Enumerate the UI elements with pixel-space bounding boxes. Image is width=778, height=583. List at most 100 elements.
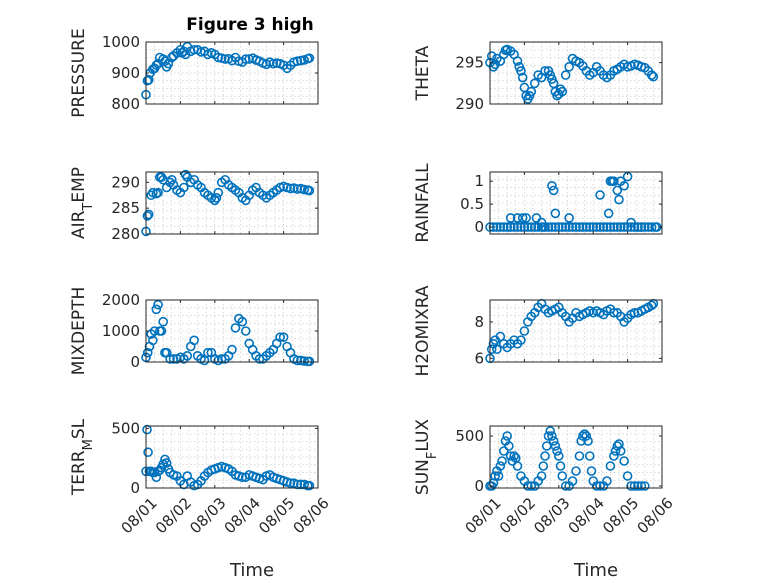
data-point (516, 66, 526, 76)
data-point (189, 335, 199, 346)
data-point (612, 185, 623, 196)
subplot-5: 0 1000 2000 MIXDEPTH (69, 287, 319, 376)
y-axis-label: AIRTEMP (69, 167, 96, 239)
data-point (502, 222, 513, 232)
data-point (536, 217, 547, 228)
subplot-2: 290 295 THETA (413, 41, 663, 113)
data-point (555, 84, 566, 94)
data-point (512, 461, 523, 471)
data-point (619, 180, 629, 191)
y-axis-label: H2OMIXRA (413, 285, 433, 376)
y-tick-label: 290 (455, 95, 484, 113)
data-point (581, 222, 592, 232)
axes-box (489, 425, 663, 489)
data-point (591, 222, 602, 232)
data-point (168, 354, 179, 364)
data-point (143, 209, 154, 220)
data-point (578, 431, 588, 441)
data-point (486, 51, 497, 61)
data-point (227, 344, 237, 355)
data-point (151, 304, 162, 315)
data-point (292, 184, 303, 194)
data-point (213, 187, 224, 198)
data-point (639, 222, 650, 232)
y-tick-label: 500 (111, 419, 140, 437)
data-point (538, 461, 549, 471)
data-point (567, 476, 578, 486)
x-tick-label: 08/03 (530, 494, 573, 537)
x-tick-label: 08/06 (289, 494, 332, 537)
data-point (543, 431, 554, 441)
data-point (586, 466, 597, 476)
data-point (548, 436, 559, 446)
subplot-4: 0 0.5 1 RAINFALL (413, 163, 663, 243)
data-point (492, 344, 502, 355)
data-point (574, 222, 585, 232)
data-point (304, 356, 315, 367)
data-point (292, 56, 303, 67)
data-point (211, 193, 222, 203)
data-point (560, 222, 571, 232)
data-point (567, 222, 578, 232)
data-point (560, 481, 571, 491)
y-tick-label: 0 (130, 479, 140, 497)
subplot-3: 280 285 290 AIRTEMP (69, 167, 319, 243)
data-point (240, 326, 251, 336)
data-point (552, 446, 562, 456)
data-point (516, 222, 526, 232)
data-point (615, 222, 626, 232)
data-point (605, 222, 616, 232)
data-point (529, 78, 540, 89)
data-point (517, 72, 528, 83)
data-point (240, 54, 251, 64)
data-point (547, 431, 557, 441)
data-point (602, 222, 612, 232)
data-point (203, 347, 213, 358)
data-point (609, 451, 619, 461)
y-axis-label: PRESSURE (69, 28, 89, 117)
y-axis-label: THETA (413, 45, 433, 101)
y-tick-label: 0 (474, 218, 484, 236)
data-point (523, 222, 533, 232)
data-point (550, 222, 561, 232)
data-point (633, 481, 643, 491)
data-point (545, 426, 556, 436)
y-tick-label: 800 (111, 95, 140, 113)
y-tick-label: 900 (111, 64, 140, 82)
data-point (497, 456, 507, 466)
data-point (275, 332, 285, 343)
data-point (230, 323, 241, 333)
data-point (278, 332, 289, 343)
data-point (237, 316, 248, 327)
data-point (182, 350, 193, 361)
y-tick-label: 280 (111, 225, 140, 243)
data-point (648, 71, 659, 82)
axes-box (489, 299, 663, 363)
x-tick-label: 08/01 (461, 494, 504, 537)
data-point (220, 54, 230, 64)
y-axis-label: RAINFALL (413, 163, 433, 243)
y-tick-label: 290 (111, 173, 140, 191)
axes-box (489, 171, 663, 235)
data-point (292, 355, 303, 366)
data-point (523, 481, 533, 491)
data-point (646, 300, 657, 311)
axes-box (145, 171, 319, 235)
x-tick-label: 08/02 (152, 494, 195, 537)
data-point (646, 222, 657, 232)
data-point (199, 355, 210, 366)
y-tick-label: 0 (474, 477, 484, 495)
data-point (285, 183, 296, 194)
data-point (285, 478, 296, 489)
y-axis-label: MIXDEPTH (69, 287, 89, 376)
data-point (299, 184, 310, 195)
data-point (571, 222, 581, 232)
data-point (512, 56, 523, 66)
data-point (557, 471, 568, 481)
data-point (142, 211, 153, 221)
data-point (526, 222, 537, 232)
data-point (633, 222, 643, 232)
y-tick-label: 1000 (102, 322, 140, 340)
